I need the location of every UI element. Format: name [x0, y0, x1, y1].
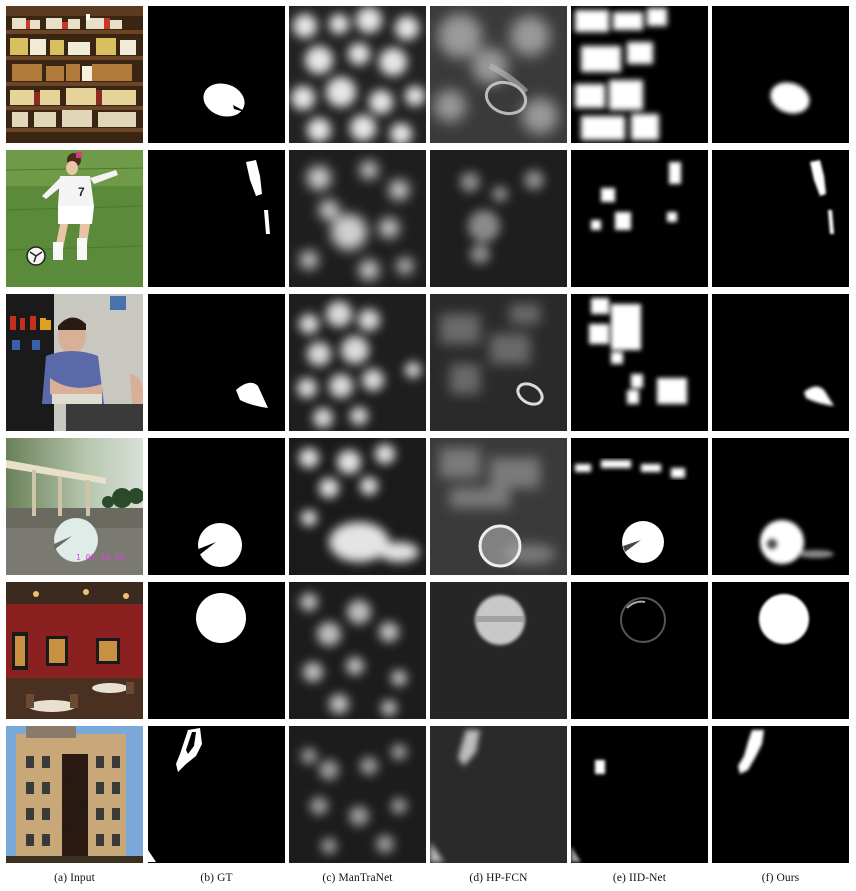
caption-mantranet: (c) ManTraNet — [322, 872, 393, 884]
iidnet-map-row3 — [571, 294, 708, 431]
mantranet-map-row3 — [289, 294, 426, 431]
gt-mask-row1 — [148, 6, 285, 143]
svg-text:1 03 34 46: 1 03 34 46 — [76, 553, 124, 562]
mantranet-map-row5 — [289, 582, 426, 719]
caption-ours: (f) Ours — [761, 872, 800, 884]
hpfcn-map-row6 — [430, 726, 567, 863]
caption-hpfcn: (d) HP-FCN — [469, 872, 528, 884]
input-image-row3 — [6, 294, 143, 431]
iidnet-map-row1 — [571, 6, 708, 143]
hpfcn-map-row1 — [430, 6, 567, 143]
mantranet-map-row1 — [289, 6, 426, 143]
input-image-row1 — [6, 6, 143, 143]
hpfcn-map-row3 — [430, 294, 567, 431]
mantranet-map-row2 — [289, 150, 426, 287]
iidnet-map-row4 — [571, 438, 708, 575]
hpfcn-map-row2 — [430, 150, 567, 287]
hpfcn-map-row4 — [430, 438, 567, 575]
caption-input: (a) Input — [54, 872, 95, 884]
input-image-row5 — [6, 582, 143, 719]
ours-map-row2 — [712, 150, 849, 287]
input-image-row4: 1 03 34 46 — [6, 438, 143, 575]
iidnet-map-row5 — [571, 582, 708, 719]
gt-mask-row6 — [148, 726, 285, 863]
gt-mask-row3 — [148, 294, 285, 431]
hpfcn-map-row5 — [430, 582, 567, 719]
ours-map-row1 — [712, 6, 849, 143]
mantranet-map-row6 — [289, 726, 426, 863]
svg-text:7: 7 — [78, 185, 85, 199]
gt-mask-row5 — [148, 582, 285, 719]
caption-iidnet: (e) IID-Net — [612, 872, 667, 884]
iidnet-map-row6 — [571, 726, 708, 863]
iidnet-map-row2 — [571, 150, 708, 287]
gt-mask-row4 — [148, 438, 285, 575]
ours-map-row3 — [712, 294, 849, 431]
caption-gt: (b) GT — [200, 872, 233, 884]
input-image-row6 — [6, 726, 143, 863]
gt-mask-row2 — [148, 150, 285, 287]
input-image-row2: 7 — [6, 150, 143, 287]
ours-map-row5 — [712, 582, 849, 719]
mantranet-map-row4 — [289, 438, 426, 575]
ours-map-row6 — [712, 726, 849, 863]
ours-map-row4 — [712, 438, 849, 575]
